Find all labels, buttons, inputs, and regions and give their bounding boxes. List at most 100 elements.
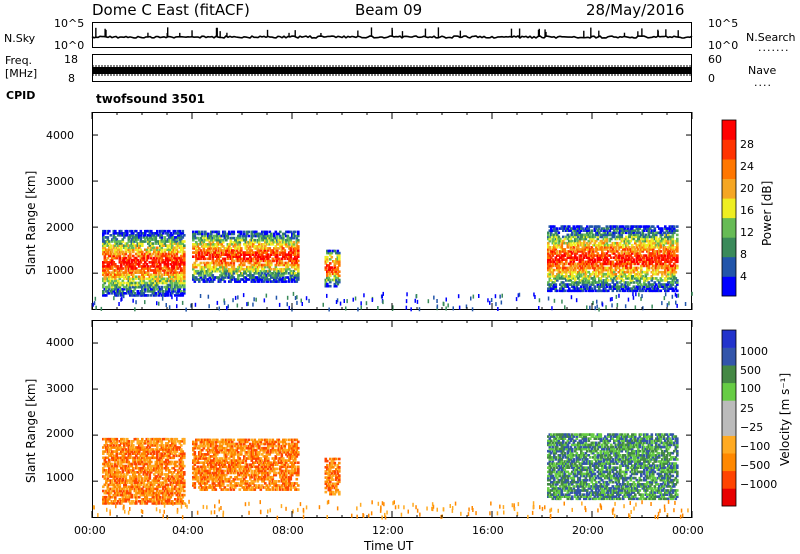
echo-cell	[575, 287, 579, 290]
echo-cell	[635, 231, 639, 235]
echo-cell	[211, 257, 215, 261]
colorbar-swatch	[722, 382, 736, 401]
echo-cell	[109, 475, 113, 478]
echo-cell	[598, 225, 601, 228]
echo-cell	[560, 272, 564, 276]
echo-cell	[599, 264, 603, 268]
echo-cell	[192, 263, 195, 267]
echo-cell	[150, 248, 153, 252]
echo-cell	[270, 253, 273, 256]
echo-cell	[163, 271, 167, 274]
echo-cell	[604, 256, 607, 259]
echo-cell	[338, 255, 341, 259]
echo-cell	[123, 498, 126, 501]
echo-cell	[157, 269, 161, 272]
echo-cell	[658, 264, 661, 268]
echo-cell	[148, 234, 152, 237]
echo-cell	[608, 243, 612, 247]
echo-cell	[658, 258, 661, 261]
echo-cell	[671, 227, 675, 230]
echo-cell	[172, 290, 176, 293]
echo-cell	[611, 241, 615, 245]
echo-cell	[133, 437, 137, 441]
echo-cell	[673, 262, 676, 266]
echo-cell	[201, 251, 204, 254]
echo-cell	[204, 245, 207, 248]
echo-cell	[214, 230, 218, 234]
echo-cell	[145, 254, 149, 258]
echo-cell	[105, 250, 108, 254]
echo-cell	[590, 239, 594, 243]
echo-cell	[641, 270, 645, 274]
echo-cell	[115, 252, 119, 256]
echo-cell	[670, 258, 673, 261]
echo-cell	[159, 287, 162, 291]
echo-cell	[181, 273, 185, 276]
echo-cell	[142, 271, 146, 274]
echo-cell	[213, 269, 216, 273]
echo-cell	[584, 277, 588, 280]
echo-cell	[667, 239, 670, 243]
echo-cell	[202, 265, 206, 269]
echo-cell	[223, 253, 227, 256]
echo-cell	[583, 281, 586, 284]
echo-cell	[259, 232, 263, 236]
echo-cell	[151, 234, 155, 237]
echo-cell	[640, 250, 643, 253]
echo-cell	[628, 241, 631, 245]
echo-cell	[662, 239, 666, 243]
echo-cell	[631, 243, 634, 247]
echo-cell	[671, 279, 675, 282]
echo-cell	[596, 235, 600, 239]
echo-cell	[667, 248, 670, 251]
echo-cell	[578, 225, 582, 228]
echo-cell	[105, 469, 108, 472]
echo-cell	[333, 266, 337, 269]
echo-cell	[610, 256, 613, 259]
echo-cell	[210, 238, 213, 242]
echo-cell	[217, 261, 221, 265]
echo-cell	[115, 283, 119, 287]
echo-cell	[292, 265, 296, 269]
echo-cell	[166, 269, 170, 272]
echo-cell	[586, 233, 589, 237]
echo-cell	[217, 238, 221, 242]
echo-cell	[180, 290, 183, 293]
echo-cell	[631, 227, 634, 230]
echo-cell	[553, 225, 556, 228]
echo-cell	[141, 242, 144, 245]
echo-cell	[629, 277, 633, 280]
echo-cell	[586, 227, 589, 230]
echo-cell	[199, 261, 203, 265]
echo-cell	[285, 245, 288, 248]
echo-cell	[329, 274, 332, 278]
echo-cell	[163, 265, 167, 268]
echo-cell	[226, 257, 230, 261]
echo-cell	[175, 258, 179, 262]
echo-cell	[238, 259, 242, 263]
echo-cell	[556, 262, 559, 266]
echo-cell	[153, 271, 156, 274]
echo-cell	[583, 285, 586, 288]
echo-cell	[136, 234, 140, 237]
echo-cell	[130, 277, 134, 281]
echo-cell	[658, 239, 661, 243]
echo-cell	[653, 241, 657, 245]
echo-cell	[610, 260, 613, 264]
echo-cell	[262, 251, 266, 254]
echo-cell	[622, 266, 625, 270]
echo-cell	[157, 281, 161, 285]
echo-cell	[264, 278, 267, 281]
power-cb-tick-8: 8	[740, 248, 747, 261]
echo-cell	[130, 487, 134, 491]
echo-cell	[326, 276, 329, 280]
echo-cell	[228, 280, 231, 283]
echo-cell	[229, 243, 233, 246]
echo-cell	[232, 245, 236, 248]
echo-cell	[114, 285, 117, 289]
echo-cell	[199, 274, 203, 277]
echo-cell	[638, 252, 642, 255]
echo-cell	[249, 276, 252, 279]
echo-cell	[571, 227, 574, 230]
echo-cell	[106, 242, 110, 245]
